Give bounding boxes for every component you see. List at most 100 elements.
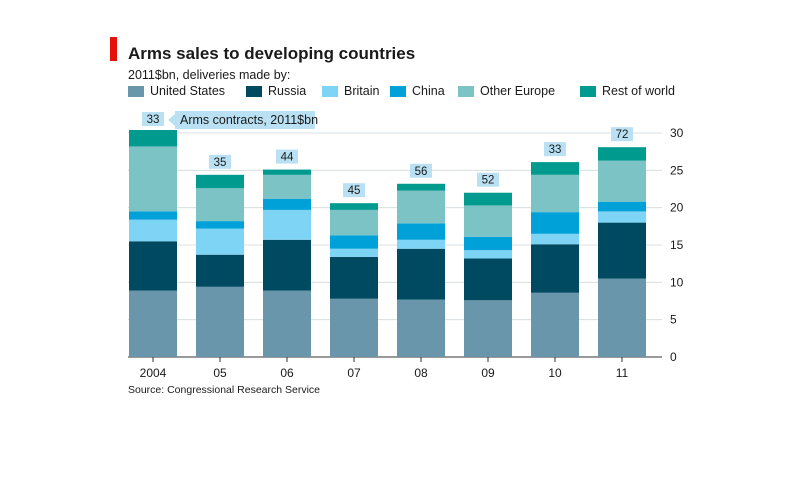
bar-segment-rest-of-world [263, 169, 311, 175]
x-tick-label: 05 [213, 366, 227, 380]
bar-segment-russia [531, 244, 579, 293]
contract-value-label: 52 [482, 175, 495, 187]
bar-segment-britain [129, 219, 177, 242]
y-tick-label: 25 [670, 163, 684, 177]
legend-swatch [458, 85, 474, 97]
legend-item: United States [128, 84, 225, 98]
contract-value-box [544, 142, 566, 157]
bar-segment-britain [531, 233, 579, 245]
legend-item: Britain [322, 84, 379, 98]
x-tick-label: 08 [414, 366, 428, 380]
bar-segment-russia [598, 222, 646, 279]
bar-segment-united-states [129, 290, 177, 357]
bar-segment-other-europe [330, 209, 378, 236]
contract-value-label: 56 [415, 166, 428, 178]
legend-swatch [128, 85, 144, 97]
legend-label: Russia [268, 84, 307, 98]
legend-swatch [322, 85, 338, 97]
bar-segment-britain [397, 239, 445, 249]
legend-label: Rest of world [602, 84, 675, 98]
bar-segment-russia [129, 241, 177, 291]
bar-segment-britain [263, 209, 311, 240]
contract-value-box [209, 154, 231, 169]
bar-segment-russia [196, 254, 244, 287]
bar-segment-rest-of-world [330, 203, 378, 210]
bar-segment-other-europe [263, 174, 311, 199]
y-tick-label: 0 [670, 350, 677, 364]
y-tick-label: 30 [670, 126, 684, 140]
bar-segment-china [129, 211, 177, 220]
contract-value-label: 33 [147, 114, 160, 126]
bar-segment-britain [464, 250, 512, 259]
bar-segment-rest-of-world [598, 147, 646, 161]
y-tick-label: 15 [670, 238, 684, 252]
brand-red-tag [110, 37, 117, 61]
legend-swatch [580, 85, 596, 97]
bar-segment-britain [196, 228, 244, 255]
contract-value-box [477, 172, 499, 187]
bar-segment-united-states [196, 286, 244, 357]
annotation-box [175, 111, 315, 129]
bar-segment-other-europe [397, 190, 445, 224]
bar-segment-rest-of-world [531, 162, 579, 175]
y-tick-label: 10 [670, 275, 684, 289]
bar-segment-russia [464, 258, 512, 301]
contract-value-label: 44 [281, 152, 294, 164]
contract-value-label: 45 [348, 185, 361, 197]
legend-swatch [390, 85, 406, 97]
bar-segment-russia [330, 256, 378, 299]
bar-segment-rest-of-world [397, 183, 445, 191]
bar-segment-other-europe [464, 205, 512, 237]
legend-label: Other Europe [480, 84, 556, 98]
chart-legend: United States Russia Britain China Other Eur… [128, 84, 688, 102]
legend-swatch [246, 85, 262, 97]
legend-item: Other Europe [458, 84, 555, 98]
bar-segment-china [196, 221, 244, 229]
annotation-label: Arms contracts, 2011$bn [180, 113, 318, 127]
chart-title: Arms sales to developing countries [128, 44, 416, 63]
bar-segment-united-states [464, 300, 512, 357]
contract-value-box [276, 149, 298, 164]
bar-segment-rest-of-world [464, 192, 512, 206]
x-tick-label: 06 [280, 366, 294, 380]
bar-segment-united-states [263, 290, 311, 357]
y-tick-label: 5 [670, 313, 677, 327]
legend-item: Rest of world [580, 84, 675, 98]
chart-subtitle: 2011$bn, deliveries made by: [128, 68, 291, 82]
bar-segment-china [330, 235, 378, 249]
x-tick-label: 11 [616, 366, 629, 380]
contract-value-box [343, 183, 365, 198]
annotation-pointer [168, 114, 175, 126]
bar-segment-united-states [531, 292, 579, 357]
contract-value-label: 35 [214, 157, 227, 169]
bar-segment-china [263, 198, 311, 210]
bar-segment-china [464, 236, 512, 251]
bar-segment-russia [263, 239, 311, 291]
y-tick-label: 20 [670, 201, 684, 215]
bar-segment-china [531, 212, 579, 234]
bar-segment-britain [330, 248, 378, 257]
contract-value-box [142, 112, 164, 126]
bar-segment-rest-of-world [196, 174, 244, 189]
bar-segment-united-states [397, 299, 445, 357]
bar-segment-other-europe [531, 174, 579, 213]
contract-value-box [410, 163, 432, 178]
bar-segment-china [598, 201, 646, 212]
x-tick-label: 2004 [140, 366, 167, 380]
legend-label: Britain [344, 84, 380, 98]
bar-segment-china [397, 223, 445, 240]
contract-value-label: 33 [549, 144, 562, 156]
bar-segment-other-europe [129, 146, 177, 212]
bar-segment-other-europe [196, 188, 244, 222]
x-tick-label: 09 [481, 366, 495, 380]
legend-item: Russia [246, 84, 306, 98]
bar-segment-britain [598, 211, 646, 223]
legend-label: United States [150, 84, 226, 98]
bar-segment-russia [397, 248, 445, 300]
contract-value-label: 72 [616, 129, 629, 141]
bar-segment-united-states [330, 298, 378, 357]
contract-value-box [611, 127, 633, 142]
legend-label: China [412, 84, 445, 98]
legend-item: China [390, 84, 445, 98]
